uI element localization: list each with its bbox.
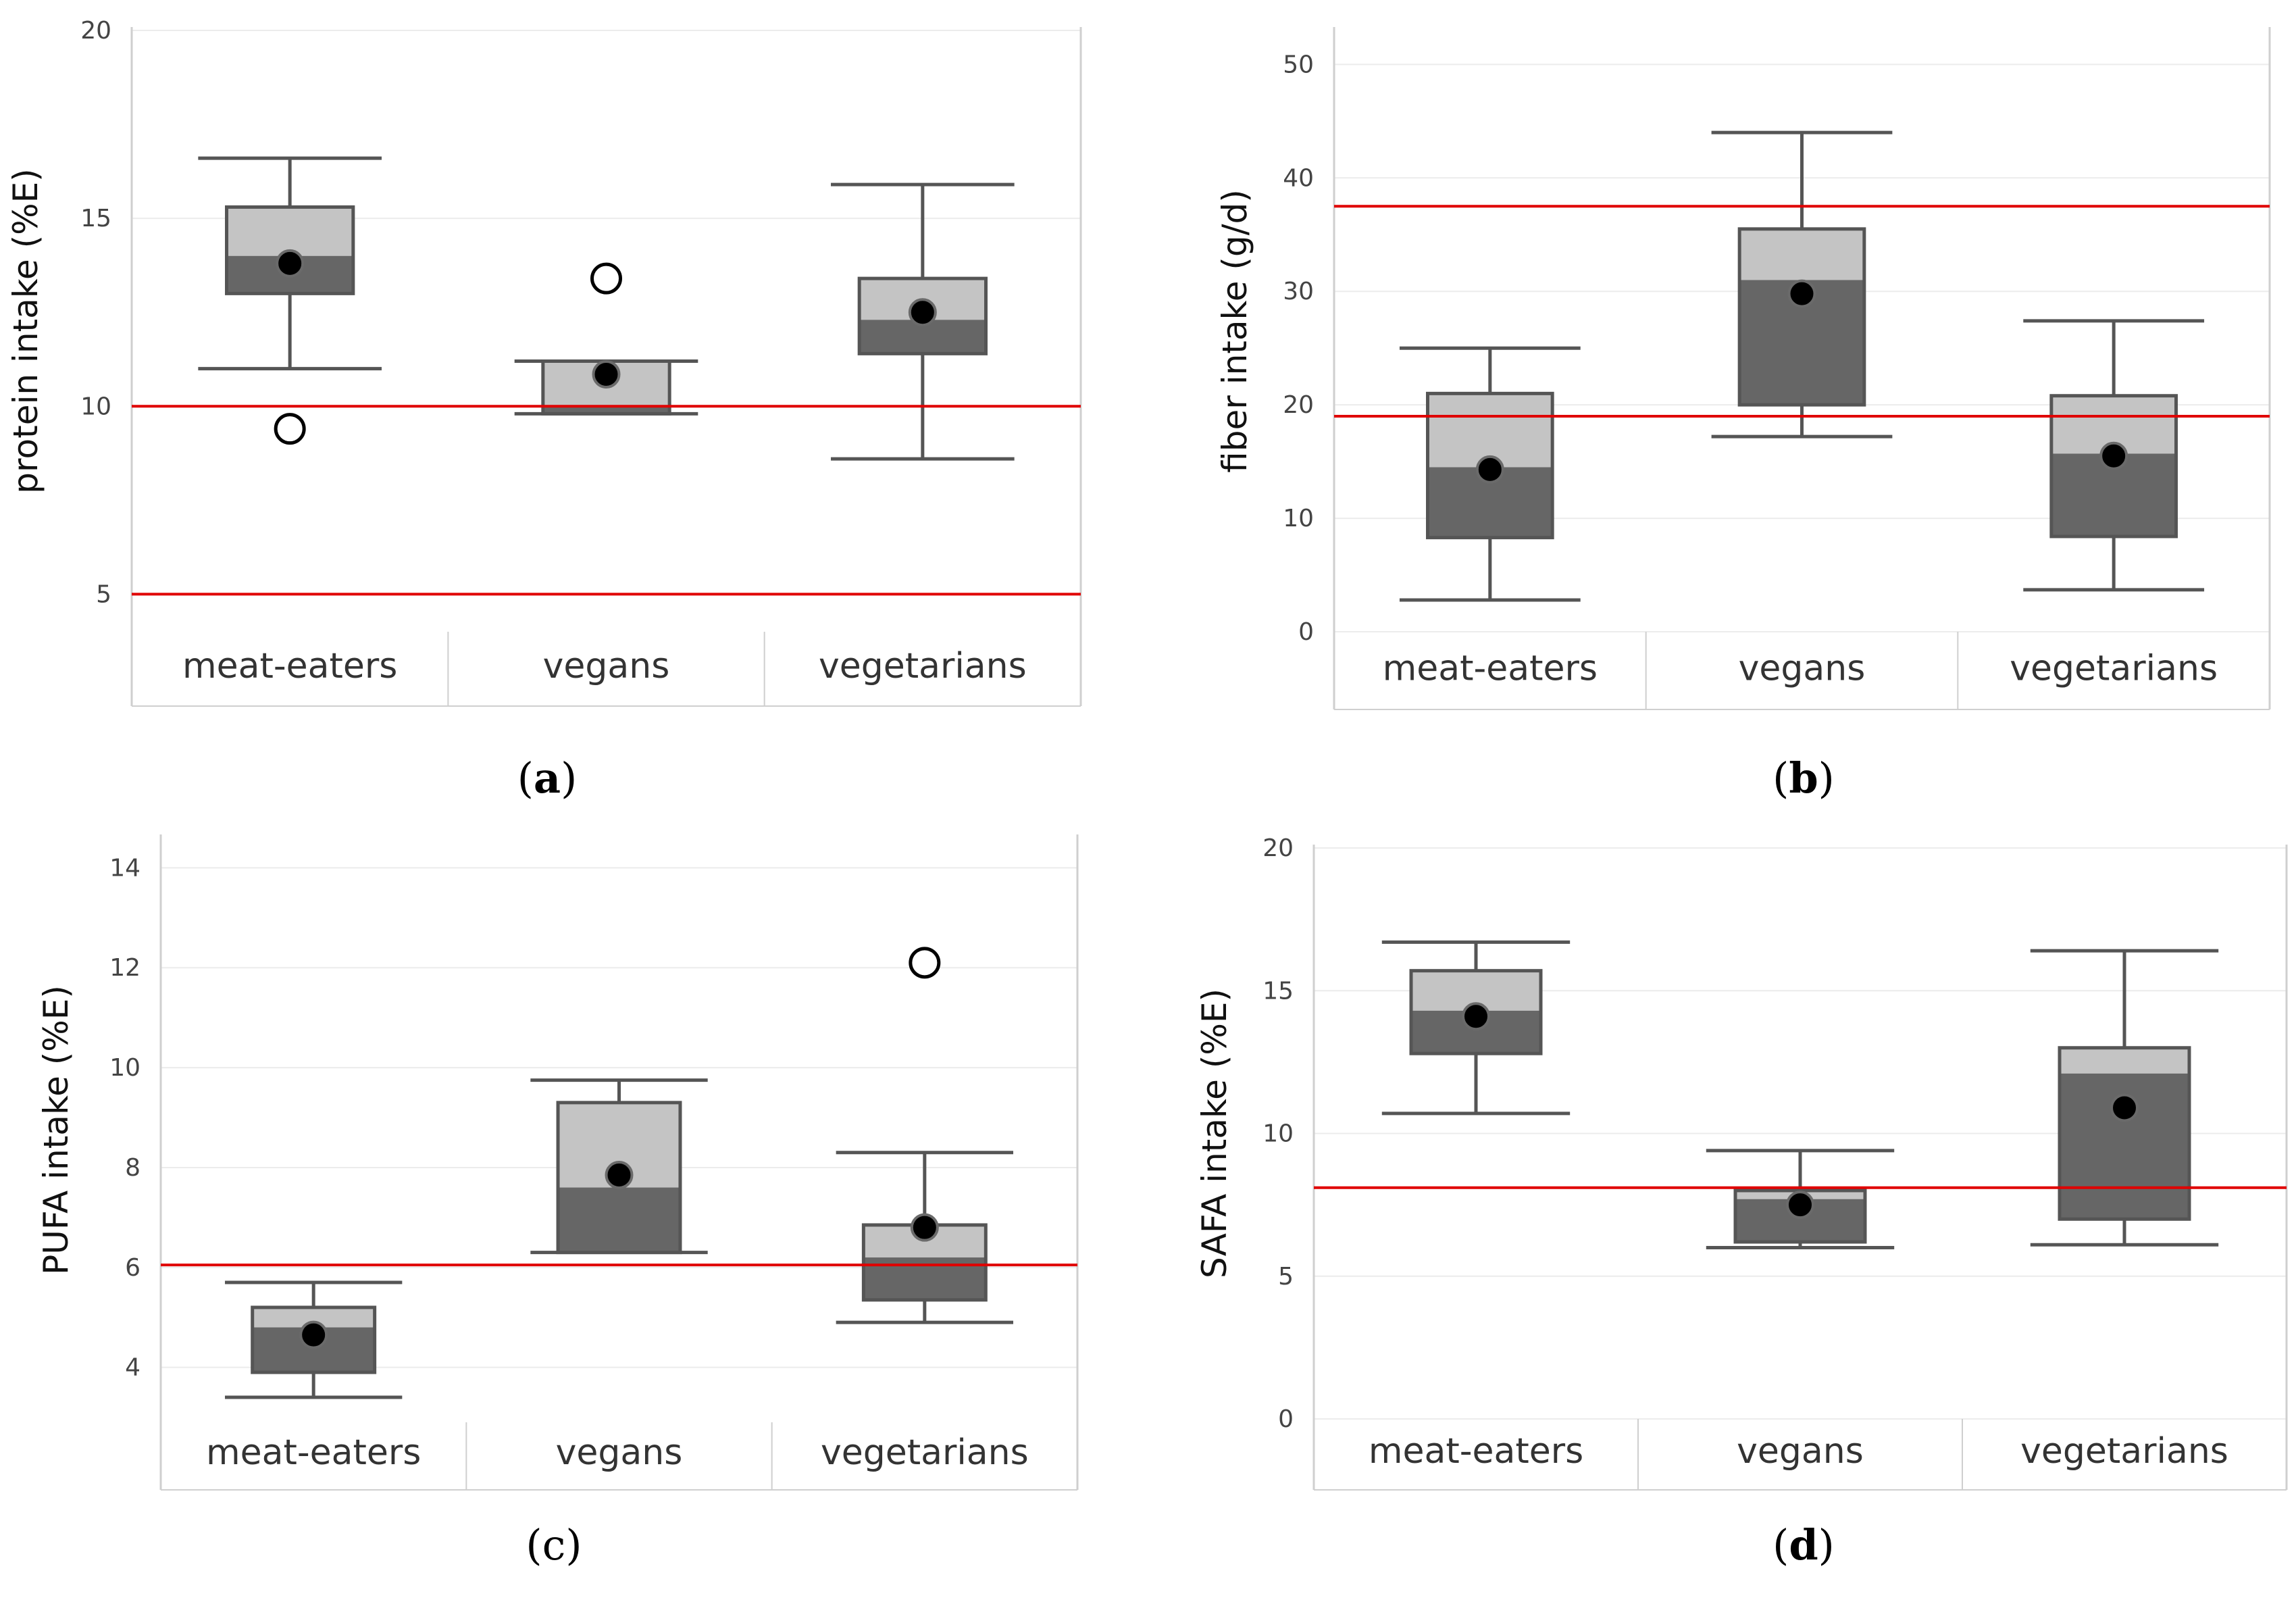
mean-marker bbox=[1786, 1191, 1814, 1220]
y-tick-label: 0 bbox=[1298, 618, 1314, 646]
mean-marker bbox=[592, 359, 621, 389]
mean-marker bbox=[2110, 1093, 2139, 1122]
category-label: vegetarians bbox=[821, 1432, 1029, 1473]
y-tick-label: 4 bbox=[125, 1354, 141, 1382]
box-outline bbox=[251, 1305, 377, 1374]
y-tick-label: 0 bbox=[1278, 1405, 1294, 1433]
mean-marker bbox=[908, 298, 937, 327]
y-axis-label: SAFA intake (%E) bbox=[1195, 989, 1234, 1278]
box-plot-protein: 5 10 15 20 protein intake (%E) meat-eaters veg… bbox=[6, 17, 1082, 707]
y-axis-label: fiber intake (g/d) bbox=[1215, 189, 1254, 472]
mean-marker bbox=[910, 1213, 939, 1242]
mean-marker bbox=[1475, 455, 1504, 484]
mean-marker bbox=[2099, 441, 2128, 470]
outlier-marker bbox=[909, 947, 941, 979]
box-outline bbox=[2049, 394, 2178, 539]
y-axis-label: PUFA intake (%E) bbox=[36, 985, 76, 1275]
box-plot-safa: 0 5 10 15 20 SAFA intake (%E) meat-eaters vegan… bbox=[1195, 834, 2288, 1491]
y-tick-label: 15 bbox=[1262, 977, 1294, 1005]
panel-caption-c: (c) bbox=[526, 1520, 582, 1570]
mean-marker bbox=[1787, 279, 1816, 308]
upper-quartile-box bbox=[226, 207, 353, 256]
mean-marker bbox=[605, 1161, 634, 1190]
box-outline bbox=[857, 276, 988, 355]
y-tick-label: 5 bbox=[96, 580, 111, 608]
outlier-marker bbox=[590, 262, 622, 295]
y-tick-label: 10 bbox=[1283, 505, 1314, 532]
box-outline bbox=[1737, 227, 1866, 407]
category-label: vegans bbox=[543, 646, 670, 686]
box-outline bbox=[225, 205, 355, 295]
panel-caption-a: (a) bbox=[517, 753, 578, 803]
y-tick-label: 50 bbox=[1283, 51, 1314, 78]
y-tick-label: 20 bbox=[1283, 391, 1314, 419]
category-label: vegetarians bbox=[2020, 1431, 2228, 1472]
mean-marker bbox=[299, 1320, 328, 1349]
upper-quartile-box bbox=[1739, 228, 1864, 280]
y-tick-label: 30 bbox=[1283, 278, 1314, 305]
category-label: meat-eaters bbox=[1369, 1431, 1583, 1472]
y-tick-label: 20 bbox=[80, 17, 111, 45]
category-label: vegans bbox=[556, 1432, 683, 1473]
y-tick-label: 14 bbox=[109, 854, 141, 882]
upper-quartile-box bbox=[1427, 393, 1553, 468]
box-outline bbox=[1426, 391, 1554, 540]
y-tick-label: 40 bbox=[1283, 164, 1314, 192]
box-outline bbox=[2058, 1046, 2191, 1221]
category-label: vegans bbox=[1737, 1431, 1864, 1472]
chart-panel-b: 0 10 20 30 40 50 fiber intake (g/d) meat-eaters… bbox=[1148, 0, 2271, 803]
chart-panel-d: 0 5 10 15 20 SAFA intake (%E) meat-eaters vegan… bbox=[1148, 791, 2288, 1570]
y-tick-label: 12 bbox=[109, 954, 141, 982]
y-tick-label: 10 bbox=[1262, 1120, 1294, 1148]
panel-caption-d: (d) bbox=[1772, 1520, 1835, 1570]
category-label: meat-eaters bbox=[182, 646, 397, 686]
y-tick-label: 10 bbox=[80, 393, 111, 420]
mean-marker bbox=[276, 249, 305, 278]
box-outline bbox=[1733, 1189, 1867, 1244]
category-label: vegans bbox=[1739, 648, 1866, 689]
y-axis-label: protein intake (%E) bbox=[6, 168, 45, 493]
y-tick-label: 5 bbox=[1278, 1263, 1294, 1291]
box-plot-fiber: 0 10 20 30 40 50 fiber intake (g/d) meat-eaters… bbox=[1215, 27, 2271, 710]
chart-panel-c: 4 6 8 10 12 14 PUFA intake (%E) meat-eaters vega… bbox=[0, 791, 1115, 1570]
upper-quartile-box bbox=[2060, 1047, 2189, 1074]
y-tick-label: 6 bbox=[125, 1254, 141, 1282]
outlier-marker bbox=[274, 413, 306, 445]
box-outline bbox=[1409, 969, 1543, 1055]
category-label: meat-eaters bbox=[206, 1432, 421, 1473]
y-tick-label: 10 bbox=[109, 1054, 141, 1082]
lower-quartile-box bbox=[542, 406, 670, 414]
lower-quartile-box bbox=[558, 1187, 680, 1253]
y-tick-label: 20 bbox=[1262, 834, 1294, 862]
y-tick-label: 8 bbox=[125, 1154, 141, 1182]
box-plot-pufa: 4 6 8 10 12 14 PUFA intake (%E) meat-eaters vega… bbox=[36, 834, 1079, 1491]
chart-panel-a: 5 10 15 20 protein intake (%E) meat-eaters veg… bbox=[0, 0, 1115, 803]
category-label: vegetarians bbox=[2010, 648, 2218, 689]
y-tick-label: 15 bbox=[80, 205, 111, 232]
category-label: meat-eaters bbox=[1383, 648, 1598, 689]
panel-caption-b: (b) bbox=[1772, 753, 1835, 803]
mean-marker bbox=[1462, 1002, 1490, 1031]
category-label: vegetarians bbox=[819, 646, 1027, 686]
box-outline bbox=[556, 1101, 682, 1255]
